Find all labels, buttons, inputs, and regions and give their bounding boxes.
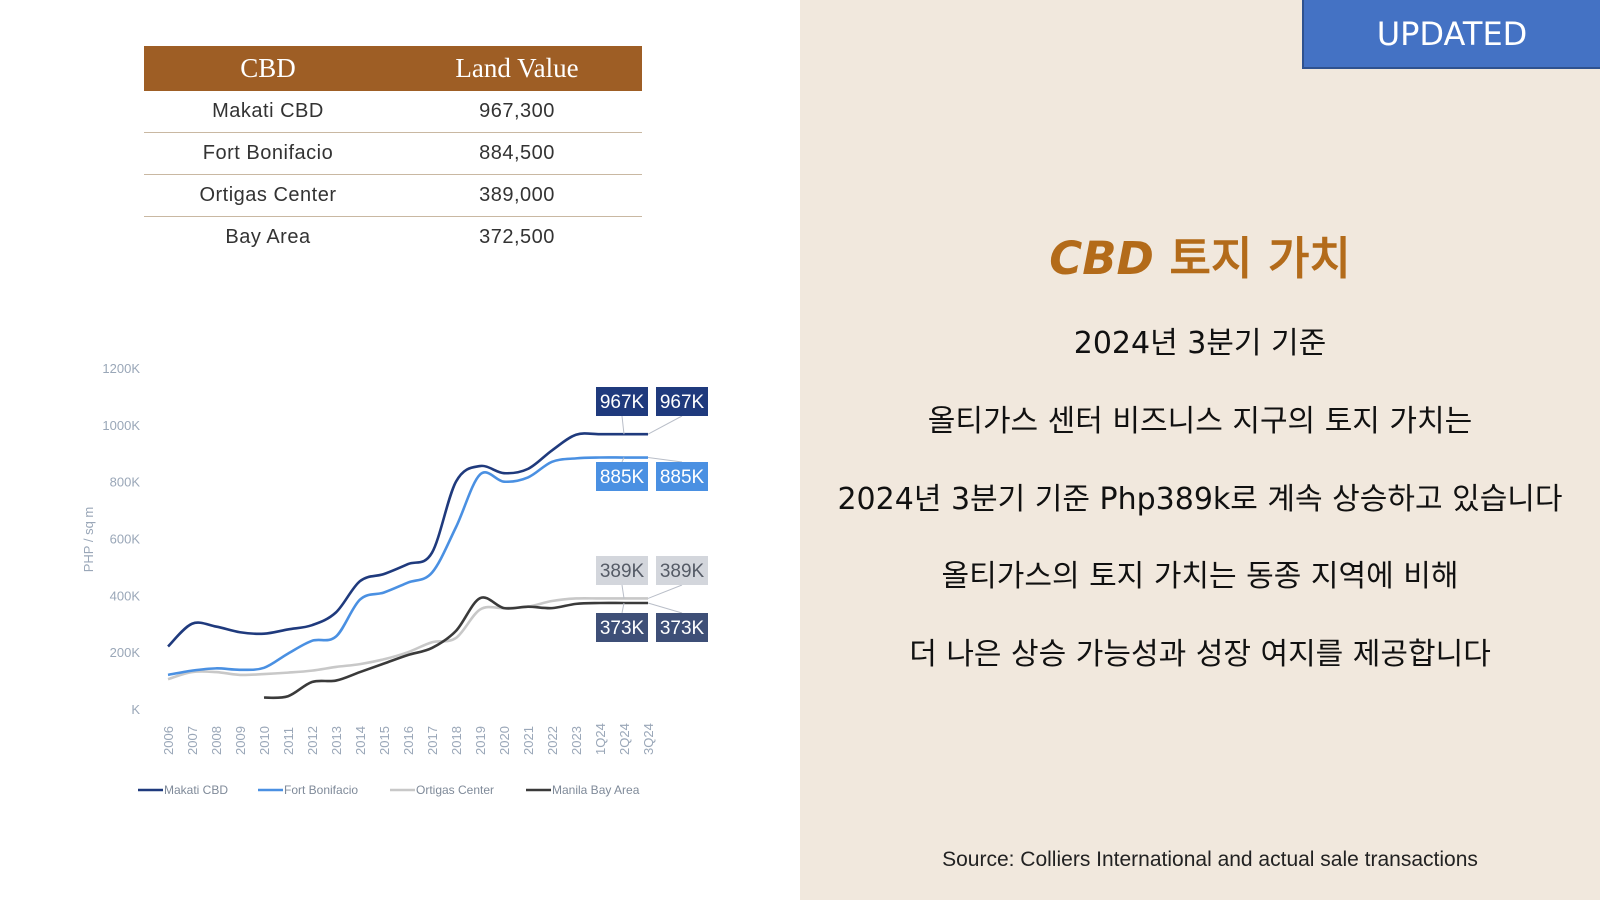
x-tick-label: 2011 — [281, 727, 296, 755]
text-line-3: 2024년 3분기 기준 Php389k로 계속 상승하고 있습니다 — [837, 482, 1563, 517]
callout-label: 967K — [660, 392, 705, 413]
callout-leader — [621, 584, 625, 599]
callout-leader — [647, 415, 683, 435]
callout-leader — [621, 457, 625, 463]
x-tick-label: 2012 — [305, 726, 320, 755]
y-tick-label: K — [131, 702, 140, 717]
y-tick-label: 400K — [110, 588, 141, 603]
callout-leader — [621, 415, 625, 435]
text-line-1: 2024년 3분기 기준 — [1073, 326, 1327, 361]
x-tick-label: 2013 — [329, 726, 344, 755]
callout-box — [596, 387, 648, 416]
y-tick-label: 800K — [110, 475, 141, 490]
cell-cbd: Bay Area — [225, 226, 311, 248]
title-cbd: CBD — [1049, 232, 1154, 285]
x-tick-label: 2008 — [209, 726, 224, 755]
source-note: Source: Colliers International and actua… — [942, 848, 1478, 871]
table-row: Bay Area 372,500 — [144, 217, 642, 259]
callout-leader — [647, 457, 683, 463]
left-panel: CBD Land Value Makati CBD 967,300 Fort B… — [81, 46, 708, 797]
table-row: Ortigas Center 389,000 — [144, 174, 642, 217]
series-line — [167, 596, 648, 681]
callout-label: 885K — [600, 467, 645, 488]
text-line-2: 올티가스 센터 비즈니스 지구의 토지 가치는 — [927, 404, 1473, 439]
callout-box — [656, 613, 708, 642]
cell-value: 884,500 — [392, 132, 642, 175]
cell-value: 389,000 — [392, 174, 642, 217]
header-land-value: Land Value — [392, 46, 642, 91]
x-tick-label: 1Q24 — [593, 723, 608, 755]
callout-box — [596, 556, 648, 585]
x-tick-label: 2Q24 — [617, 723, 632, 755]
callout-label: 373K — [600, 618, 645, 639]
callout-leader — [621, 602, 625, 614]
x-tick-label: 2010 — [257, 726, 272, 755]
x-tick-label: 2020 — [497, 726, 512, 755]
series-line — [263, 596, 648, 700]
legend-label: Fort Bonifacio — [284, 783, 358, 797]
cell-cbd: Makati CBD — [144, 91, 392, 133]
cell-cbd: Ortigas Center — [144, 174, 392, 217]
updated-badge: UPDATED — [1302, 0, 1600, 69]
header-cbd: CBD — [144, 46, 392, 91]
land-value-line-chart: K 200K 400K 600K 800K 1000K 1200K PHP / sq m 200… — [81, 361, 708, 797]
text-line-4: 올티가스의 토지 가치는 동종 지역에 비해 — [941, 559, 1459, 594]
x-tick-label: 2016 — [401, 726, 416, 755]
text-line-5: 더 나은 상승 가능성과 성장 여지를 제공합니다 — [909, 637, 1491, 672]
x-tick-label: 2006 — [161, 726, 176, 755]
callout-label: 389K — [600, 561, 645, 582]
table-row: Makati CBD 967,300 — [144, 91, 642, 133]
callout-box — [656, 462, 708, 491]
x-tick-label: 2009 — [233, 726, 248, 755]
callout-label: 967K — [600, 392, 645, 413]
x-tick-label: 2022 — [545, 726, 560, 755]
y-tick-label: 200K — [110, 645, 141, 660]
x-tick-label: 2017 — [425, 726, 440, 755]
table-header-row: CBD Land Value — [144, 46, 642, 91]
cell-cbd: Fort Bonifacio — [144, 132, 392, 175]
callout-box — [596, 613, 648, 642]
legend-label: Manila Bay Area — [552, 783, 640, 797]
callout-box — [596, 462, 648, 491]
x-tick-label: 2023 — [569, 726, 584, 755]
callout-label: 389K — [660, 561, 705, 582]
y-tick-label: 600K — [110, 532, 141, 547]
title-rest: 토지 가치 — [1153, 232, 1351, 285]
right-panel — [800, 0, 1600, 900]
x-tick-label: 2015 — [377, 726, 392, 755]
y-tick-label: 1200K — [102, 361, 140, 376]
series-line — [167, 432, 648, 648]
y-axis-label: PHP / sq m — [81, 507, 96, 573]
page-title: CBD 토지 가치 — [800, 222, 1600, 287]
land-value-table: CBD Land Value Makati CBD 967,300 Fort B… — [144, 46, 642, 258]
callout-leader — [647, 584, 683, 599]
legend-label: Ortigas Center — [416, 783, 494, 797]
callout-label: 885K — [660, 467, 705, 488]
x-tick-label: 2021 — [521, 726, 536, 755]
legend-label: Makati CBD — [164, 783, 228, 797]
cell-value: 967,300 — [392, 91, 642, 133]
y-tick-label: 1000K — [102, 418, 140, 433]
x-tick-label: 2014 — [353, 726, 368, 755]
callout-box — [656, 556, 708, 585]
callout-box — [656, 387, 708, 416]
x-tick-label: 2019 — [473, 726, 488, 755]
callout-label: 373K — [660, 618, 705, 639]
callout-leader — [647, 602, 683, 614]
cell-value: 372,500 — [479, 226, 555, 248]
table-row: Fort Bonifacio 884,500 — [144, 132, 642, 175]
x-tick-label: 2007 — [185, 726, 200, 755]
series-line — [167, 456, 648, 677]
x-tick-label: 3Q24 — [641, 723, 656, 755]
x-tick-label: 2018 — [449, 726, 464, 755]
